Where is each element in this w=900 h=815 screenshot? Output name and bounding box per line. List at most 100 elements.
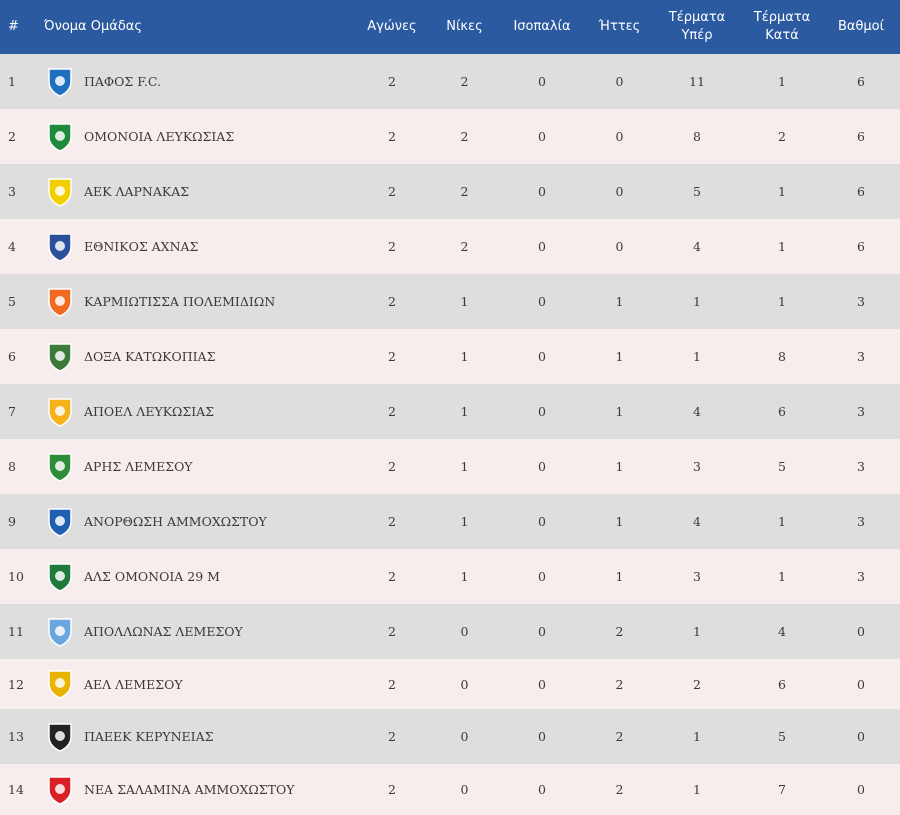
losses-cell: 1 [615, 569, 624, 584]
team-name[interactable]: ΝΕΑ ΣΑΛΑΜΙΝΑ ΑΜΜΟΧΩΣΤΟΥ [84, 782, 295, 797]
draws-cell: 0 [538, 459, 546, 474]
standings-body: 1 ΠΑΦΟΣ F.C. 2 2 0 0 11 1 6 2 [0, 54, 900, 815]
team-info[interactable]: ΚΑΡΜΙΩΤΙΣΣΑ ΠΟΛΕΜΙΔΙΩΝ [44, 286, 352, 318]
ethnikos-achnas-logo-icon [44, 231, 76, 263]
karmiotissa-logo-icon [44, 286, 76, 318]
anorthosis-logo-icon [44, 506, 76, 538]
table-row[interactable]: 9 ΑΝΟΡΘΩΣΗ ΑΜΜΟΧΩΣΤΟΥ 2 1 0 1 4 1 3 [0, 494, 900, 549]
rank-cell: 10 [8, 569, 24, 584]
team-info[interactable]: ΑΕΚ ΛΑΡΝΑΚΑΣ [44, 176, 352, 208]
team-name[interactable]: ΑΠΟΛΛΩΝΑΣ ΛΕΜΕΣΟΥ [84, 624, 243, 639]
played-cell: 2 [388, 349, 396, 364]
losses-cell: 1 [615, 349, 624, 364]
goals-for-cell: 2 [693, 676, 701, 692]
wins-cell: 1 [460, 349, 469, 364]
team-cell[interactable]: ΝΕΑ ΣΑΛΑΜΙΝΑ ΑΜΜΟΧΩΣΤΟΥ [44, 764, 352, 815]
goals-for-cell: 1 [693, 349, 701, 364]
team-info[interactable]: ΟΜΟΝΟΙΑ ΛΕΥΚΩΣΙΑΣ [44, 121, 352, 153]
team-info[interactable]: ΑΝΟΡΘΩΣΗ ΑΜΜΟΧΩΣΤΟΥ [44, 506, 352, 538]
team-info[interactable]: ΑΕΛ ΛΕΜΕΣΟΥ [44, 668, 352, 700]
team-cell[interactable]: ΔΟΞΑ ΚΑΤΩΚΟΠΙΑΣ [44, 329, 352, 384]
played-cell: 2 [388, 129, 396, 144]
played-cell: 2 [388, 239, 396, 254]
team-name[interactable]: ΑΕΚ ΛΑΡΝΑΚΑΣ [84, 184, 190, 199]
table-row[interactable]: 7 ΑΠΟΕΛ ΛΕΥΚΩΣΙΑΣ 2 1 0 1 4 6 3 [0, 384, 900, 439]
team-cell[interactable]: ΑΠΟΛΛΩΝΑΣ ΛΕΜΕΣΟΥ [44, 604, 352, 659]
team-name[interactable]: ΑΝΟΡΘΩΣΗ ΑΜΜΟΧΩΣΤΟΥ [84, 514, 267, 529]
team-cell[interactable]: ΑΕΛ ΛΕΜΕΣΟΥ [44, 659, 352, 709]
aek-larnaca-logo-icon [44, 176, 76, 208]
table-row[interactable]: 4 ΕΘΝΙΚΟΣ ΑΧΝΑΣ 2 2 0 0 4 1 6 [0, 219, 900, 274]
rank-cell: 8 [8, 459, 16, 474]
team-info[interactable]: ΕΘΝΙΚΟΣ ΑΧΝΑΣ [44, 231, 352, 263]
table-row[interactable]: 13 ΠΑΕΕΚ ΚΕΡΥΝΕΙΑΣ 2 0 0 2 1 5 0 [0, 709, 900, 764]
team-info[interactable]: ΑΠΟΕΛ ΛΕΥΚΩΣΙΑΣ [44, 396, 352, 428]
table-row[interactable]: 8 ΑΡΗΣ ΛΕΜΕΣΟΥ 2 1 0 1 3 5 3 [0, 439, 900, 494]
points-cell: 0 [857, 729, 865, 744]
goals-against-cell: 5 [778, 729, 786, 744]
team-info[interactable]: ΑΛΣ ΟΜΟΝΟΙΑ 29 Μ [44, 561, 352, 593]
draws-cell: 0 [538, 129, 546, 144]
points-cell: 6 [857, 74, 865, 89]
team-cell[interactable]: ΚΑΡΜΙΩΤΙΣΣΑ ΠΟΛΕΜΙΔΙΩΝ [44, 274, 352, 329]
team-info[interactable]: ΝΕΑ ΣΑΛΑΜΙΝΑ ΑΜΜΟΧΩΣΤΟΥ [44, 774, 352, 806]
table-row[interactable]: 12 ΑΕΛ ΛΕΜΕΣΟΥ 2 0 0 2 2 6 0 [0, 659, 900, 709]
team-name[interactable]: ΔΟΞΑ ΚΑΤΩΚΟΠΙΑΣ [84, 349, 216, 364]
team-name[interactable]: ΕΘΝΙΚΟΣ ΑΧΝΑΣ [84, 239, 199, 254]
team-cell[interactable]: ΑΝΟΡΘΩΣΗ ΑΜΜΟΧΩΣΤΟΥ [44, 494, 352, 549]
ael-logo-icon [44, 668, 76, 700]
draws-cell: 0 [538, 184, 546, 199]
team-name[interactable]: ΟΜΟΝΟΙΑ ΛΕΥΚΩΣΙΑΣ [84, 129, 235, 144]
table-row[interactable]: 14 ΝΕΑ ΣΑΛΑΜΙΝΑ ΑΜΜΟΧΩΣΤΟΥ 2 0 0 2 1 7 0 [0, 764, 900, 815]
losses-cell: 0 [615, 129, 624, 144]
table-row[interactable]: 1 ΠΑΦΟΣ F.C. 2 2 0 0 11 1 6 [0, 54, 900, 109]
goals-against-cell: 1 [778, 184, 786, 199]
team-name[interactable]: ΑΡΗΣ ΛΕΜΕΣΟΥ [84, 459, 193, 474]
table-row[interactable]: 6 ΔΟΞΑ ΚΑΤΩΚΟΠΙΑΣ 2 1 0 1 1 8 3 [0, 329, 900, 384]
team-info[interactable]: ΑΠΟΛΛΩΝΑΣ ΛΕΜΕΣΟΥ [44, 616, 352, 648]
team-info[interactable]: ΑΡΗΣ ΛΕΜΕΣΟΥ [44, 451, 352, 483]
goals-against-cell: 2 [778, 129, 786, 144]
table-row[interactable]: 10 ΑΛΣ ΟΜΟΝΟΙΑ 29 Μ 2 1 0 1 3 1 3 [0, 549, 900, 604]
goals-against-cell: 6 [778, 404, 786, 419]
team-cell[interactable]: ΑΕΚ ΛΑΡΝΑΚΑΣ [44, 164, 352, 219]
apoel-logo-icon [44, 396, 76, 428]
table-row[interactable]: 11 ΑΠΟΛΛΩΝΑΣ ΛΕΜΕΣΟΥ 2 0 0 2 1 4 0 [0, 604, 900, 659]
team-name[interactable]: ΑΕΛ ΛΕΜΕΣΟΥ [84, 676, 183, 692]
team-info[interactable]: ΠΑΕΕΚ ΚΕΡΥΝΕΙΑΣ [44, 721, 352, 753]
draws-cell: 0 [538, 294, 546, 309]
losses-cell: 0 [615, 239, 624, 254]
team-cell[interactable]: ΕΘΝΙΚΟΣ ΑΧΝΑΣ [44, 219, 352, 274]
wins-cell: 1 [460, 569, 469, 584]
wins-cell: 0 [460, 624, 469, 639]
draws-cell: 0 [538, 729, 546, 744]
team-name[interactable]: ΠΑΦΟΣ F.C. [84, 74, 162, 89]
team-cell[interactable]: ΟΜΟΝΟΙΑ ΛΕΥΚΩΣΙΑΣ [44, 109, 352, 164]
table-row[interactable]: 2 ΟΜΟΝΟΙΑ ΛΕΥΚΩΣΙΑΣ 2 2 0 0 8 2 6 [0, 109, 900, 164]
team-name[interactable]: ΑΛΣ ΟΜΟΝΟΙΑ 29 Μ [84, 569, 220, 584]
table-row[interactable]: 3 ΑΕΚ ΛΑΡΝΑΚΑΣ 2 2 0 0 5 1 6 [0, 164, 900, 219]
team-info[interactable]: ΠΑΦΟΣ F.C. [44, 66, 352, 98]
table-header-row: # Όνομα Ομάδας Αγώνες Νίκες Ισοπαλία Ήττ… [0, 0, 900, 54]
points-cell: 0 [857, 624, 865, 639]
goals-against-cell: 1 [778, 239, 786, 254]
goals-against-cell: 1 [778, 514, 786, 529]
team-info[interactable]: ΔΟΞΑ ΚΑΤΩΚΟΠΙΑΣ [44, 341, 352, 373]
team-name[interactable]: ΚΑΡΜΙΩΤΙΣΣΑ ΠΟΛΕΜΙΔΙΩΝ [84, 294, 276, 309]
team-cell[interactable]: ΑΠΟΕΛ ΛΕΥΚΩΣΙΑΣ [44, 384, 352, 439]
wins-cell: 1 [460, 514, 469, 529]
table-row[interactable]: 5 ΚΑΡΜΙΩΤΙΣΣΑ ΠΟΛΕΜΙΔΙΩΝ 2 1 0 1 1 1 3 [0, 274, 900, 329]
rank-cell: 6 [8, 349, 16, 364]
rank-cell: 4 [8, 239, 16, 254]
team-name[interactable]: ΑΠΟΕΛ ΛΕΥΚΩΣΙΑΣ [84, 404, 215, 419]
team-name[interactable]: ΠΑΕΕΚ ΚΕΡΥΝΕΙΑΣ [84, 729, 214, 744]
team-cell[interactable]: ΠΑΦΟΣ F.C. [44, 54, 352, 109]
points-cell: 6 [857, 239, 865, 254]
rank-cell: 5 [8, 294, 16, 309]
points-cell: 6 [857, 184, 865, 199]
draws-cell: 0 [538, 404, 546, 419]
team-cell[interactable]: ΑΛΣ ΟΜΟΝΟΙΑ 29 Μ [44, 549, 352, 604]
wins-header: Νίκες [446, 19, 483, 34]
team-cell[interactable]: ΑΡΗΣ ΛΕΜΕΣΟΥ [44, 439, 352, 494]
team-cell[interactable]: ΠΑΕΕΚ ΚΕΡΥΝΕΙΑΣ [44, 709, 352, 764]
